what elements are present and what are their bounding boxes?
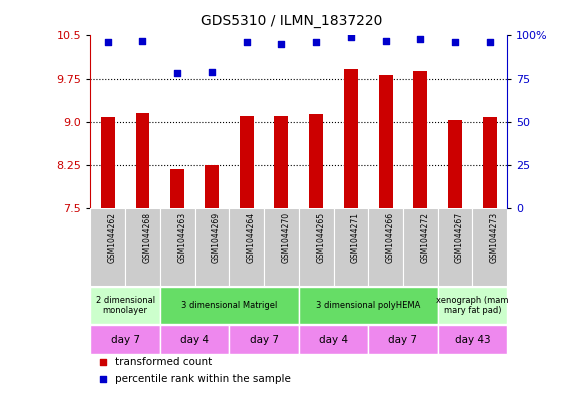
Bar [379,75,392,208]
Text: GSM1044272: GSM1044272 [420,212,429,263]
Text: day 7: day 7 [388,335,417,345]
Text: 2 dimensional
monolayer: 2 dimensional monolayer [96,296,154,315]
Bar [309,114,323,208]
Bar [160,286,299,324]
Text: xenograph (mam
mary fat pad): xenograph (mam mary fat pad) [436,296,509,315]
Bar [403,208,438,286]
Text: 3 dimensional Matrigel: 3 dimensional Matrigel [181,301,278,310]
Text: day 7: day 7 [111,335,139,345]
Point [138,37,147,44]
Text: day 4: day 4 [180,335,209,345]
Text: GSM1044268: GSM1044268 [142,212,152,263]
Bar [135,113,149,208]
Text: GSM1044269: GSM1044269 [212,212,221,263]
Text: GSM1044262: GSM1044262 [108,212,117,263]
Bar [170,169,184,208]
Bar [368,208,403,286]
Text: day 43: day 43 [455,335,490,345]
Bar [240,116,254,208]
Text: GSM1044267: GSM1044267 [455,212,464,263]
Bar [125,208,160,286]
Point [311,39,321,46]
Text: GSM1044266: GSM1044266 [385,212,395,263]
Bar [195,208,229,286]
Point [416,36,425,42]
Point [451,39,460,46]
Point [381,37,390,44]
Bar [264,208,298,286]
Point [277,41,286,47]
Bar [90,325,160,354]
Point [98,359,107,365]
Bar [229,208,264,286]
Point [208,68,217,75]
Text: transformed count: transformed count [115,358,213,367]
Bar [368,325,438,354]
Text: day 4: day 4 [319,335,348,345]
Bar [472,208,507,286]
Text: GSM1044271: GSM1044271 [351,212,360,263]
Bar [299,286,438,324]
Text: GSM1044270: GSM1044270 [282,212,290,263]
Bar [438,286,507,324]
Bar [438,325,507,354]
Point [485,39,494,46]
Point [173,70,182,77]
Bar [160,325,229,354]
Point [103,39,113,46]
Text: day 7: day 7 [250,335,279,345]
Bar [483,117,497,208]
Bar [438,208,472,286]
Text: GSM1044273: GSM1044273 [490,212,499,263]
Text: GSM1044263: GSM1044263 [177,212,186,263]
Bar [448,120,462,208]
Bar [275,116,289,208]
Text: 3 dimensional polyHEMA: 3 dimensional polyHEMA [316,301,420,310]
Bar [229,325,299,354]
Bar [299,208,333,286]
Text: GSM1044264: GSM1044264 [247,212,256,263]
Text: GSM1044265: GSM1044265 [316,212,325,263]
Bar [344,69,358,208]
Bar [205,165,219,208]
Bar [101,117,115,208]
Bar [90,286,160,324]
Bar [160,208,195,286]
Bar [90,208,125,286]
Bar [413,71,427,208]
Text: percentile rank within the sample: percentile rank within the sample [115,374,292,384]
Bar [333,208,368,286]
Point [242,39,251,46]
Text: GDS5310 / ILMN_1837220: GDS5310 / ILMN_1837220 [201,13,382,28]
Bar [299,325,368,354]
Point [98,376,107,382]
Point [346,34,356,40]
